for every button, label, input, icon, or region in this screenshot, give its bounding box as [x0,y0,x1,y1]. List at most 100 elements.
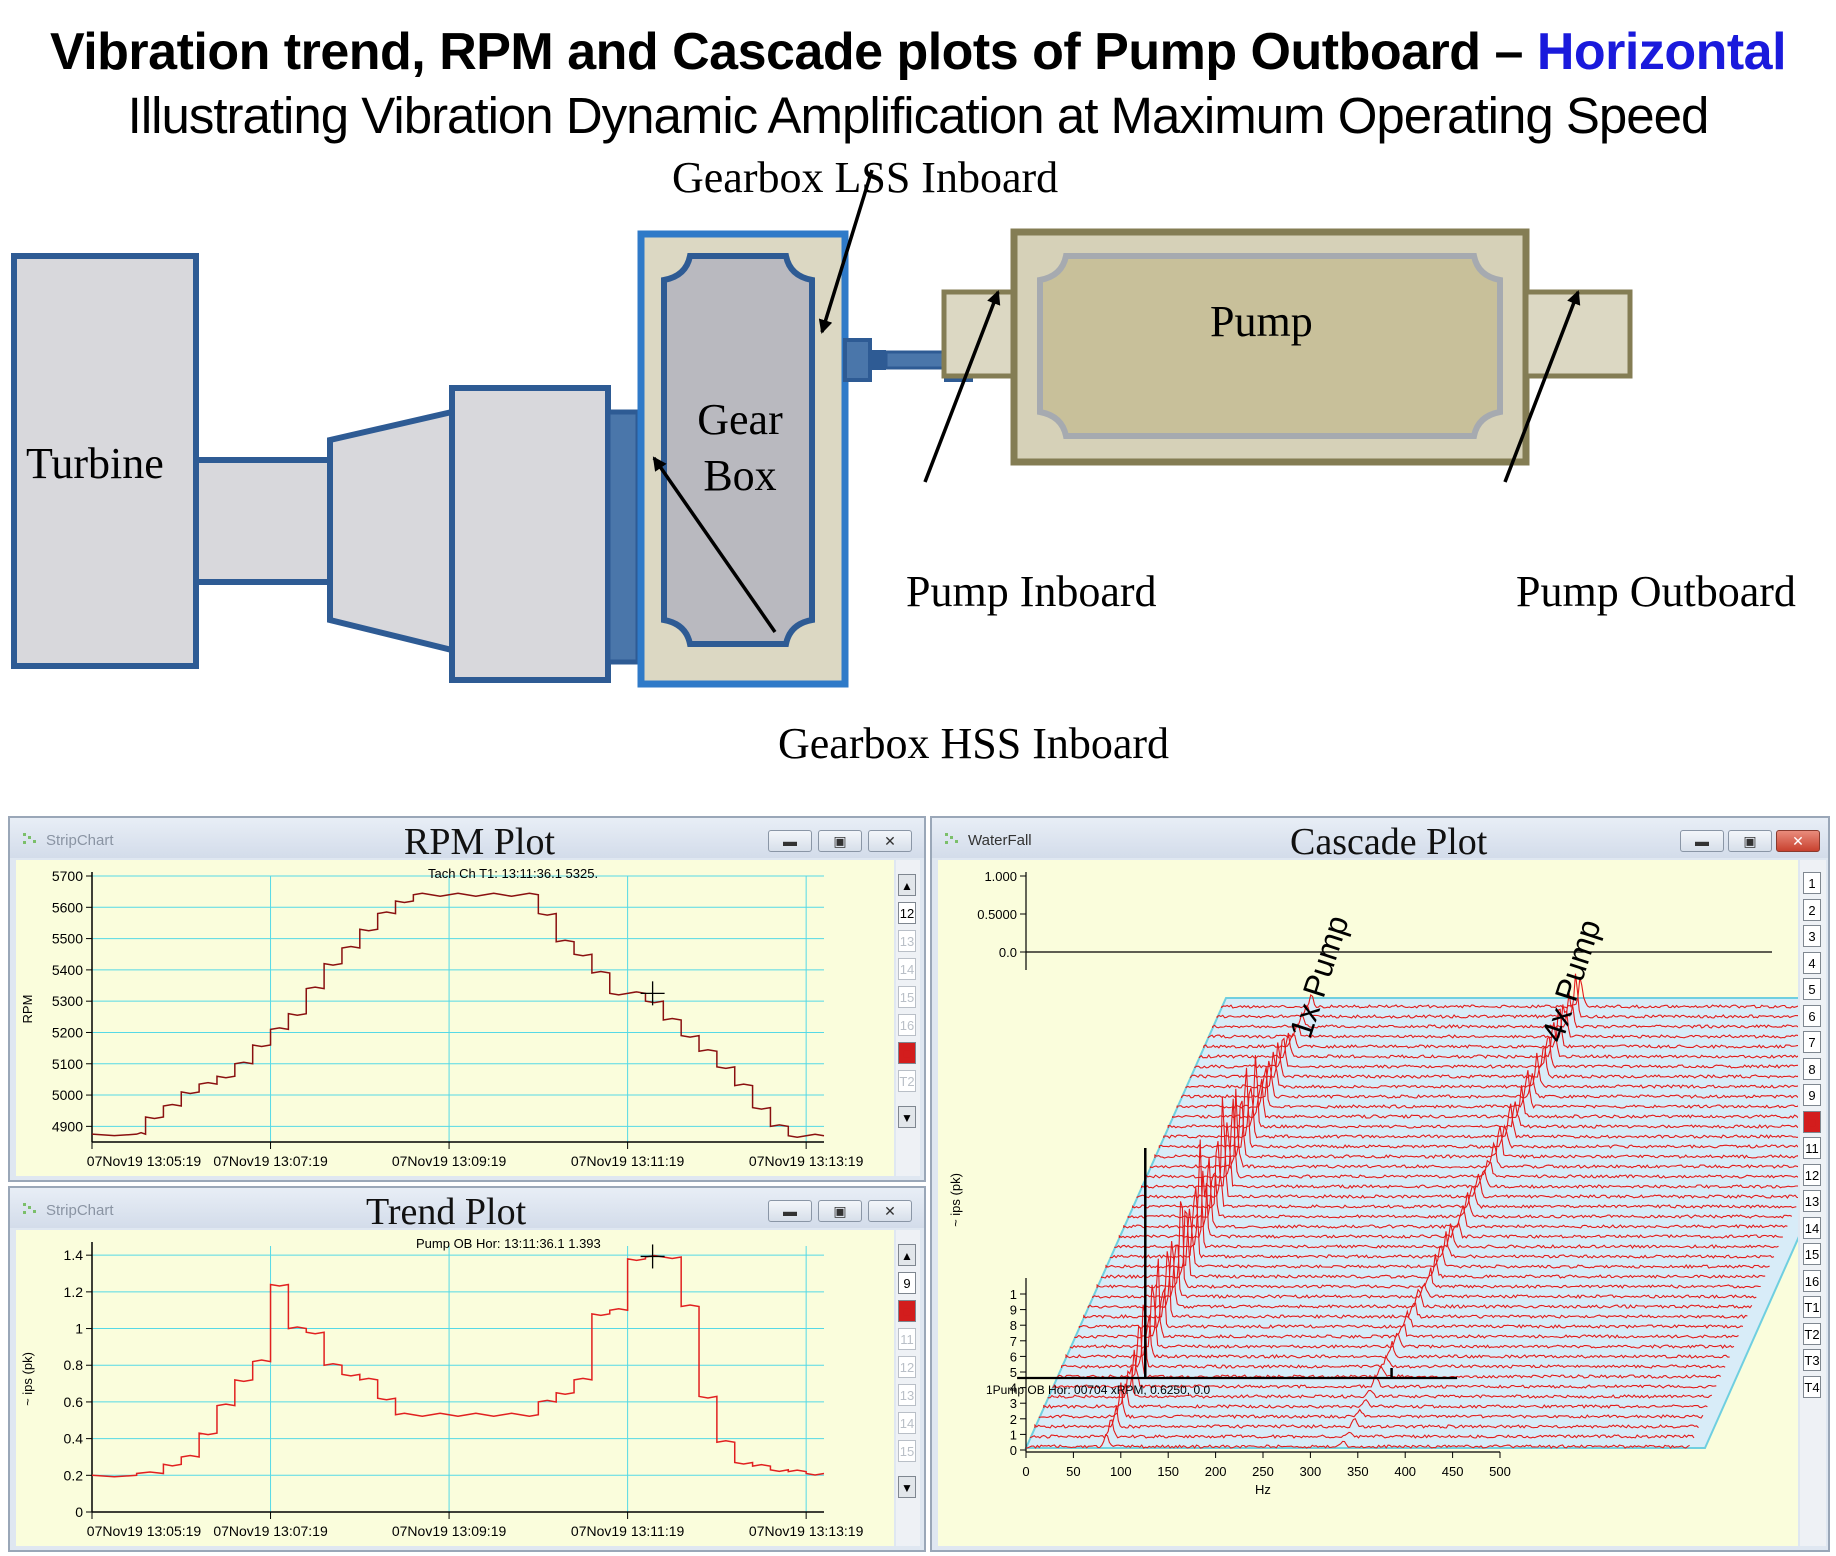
y-tick-label: 5100 [52,1056,83,1072]
cascade-channel-button-2[interactable]: 2 [1803,898,1821,921]
y-tick-label: 0.6 [64,1394,84,1410]
rpm-close-button[interactable]: ✕ [868,830,912,852]
cascade-slice [1065,1314,1730,1360]
cascade-slice [1189,1042,1836,1079]
rpm-scroll-up-button[interactable]: ▲ [898,874,916,896]
cascade-x-tick-label: 350 [1347,1464,1369,1479]
trend-channel-button-14[interactable]: 14 [898,1412,916,1434]
trend-channel-button-15[interactable]: 15 [898,1440,916,1462]
trend-maximize-button[interactable]: ▣ [818,1200,862,1222]
cascade-minimize-button[interactable]: ▬ [1680,830,1724,852]
cascade-channel-button-T3[interactable]: T3 [1803,1349,1821,1371]
cascade-slice [1185,1051,1836,1089]
cascade-slice [1118,1170,1783,1239]
depth-tick-label: 8 [1010,1318,1017,1333]
arrow-hss [652,456,777,633]
cascade-waterfall-window[interactable]: WaterFall Cascade Plot ▬ ▣ ✕ 1.000 0.5000… [930,816,1836,1552]
trend-titlebar[interactable]: StripChart Trend Plot ▬ ▣ ✕ [10,1188,924,1233]
trend-channel-button-13[interactable]: 13 [898,1384,916,1406]
trend-minimize-button[interactable]: ▬ [768,1200,812,1222]
rpm-channel-button-15[interactable]: 15 [898,986,916,1008]
cascade-channel-button-1[interactable]: 1 [1803,872,1821,894]
rpm-channel-button-12[interactable]: 12 [898,902,916,924]
rpm-maximize-button[interactable]: ▣ [818,830,862,852]
cascade-x-tick-label: 450 [1442,1464,1464,1479]
trend-stripchart-window[interactable]: StripChart Trend Plot ▬ ▣ ✕ 07Nov19 13:0… [8,1186,926,1552]
cascade-slice [1181,1060,1836,1099]
depth-tick-label: 6 [1010,1349,1017,1364]
cascade-channel-button-12[interactable]: 12 [1803,1163,1821,1186]
depth-tick-label: 7 [1010,1334,1017,1349]
cascade-titlebar[interactable]: WaterFall Cascade Plot ▬ ▣ ✕ [932,818,1828,863]
cascade-channel-button-13[interactable]: 13 [1803,1190,1821,1212]
y-tick-label: 1 [75,1321,83,1337]
trend-plot-title: Trend Plot [366,1191,527,1233]
depth-tick-label: 9 [1010,1303,1017,1318]
depth-tick-label: 1 [1010,1427,1017,1442]
rpm-titlebar[interactable]: StripChart RPM Plot ▬ ▣ ✕ [10,818,924,863]
rpm-scroll-down-button[interactable]: ▼ [898,1106,916,1128]
cascade-channel-button-7[interactable]: 7 [1803,1031,1821,1053]
cascade-channel-button-3[interactable]: 3 [1803,925,1821,947]
cascade-x-tick-label: 50 [1066,1464,1080,1479]
cascade-channel-button-active[interactable]: ■ [1803,1110,1821,1133]
rpm-channel-button-16[interactable]: 16 [898,1014,916,1036]
cascade-x-tick-label: 300 [1300,1464,1322,1479]
cascade-slice [1034,1405,1699,1429]
cascade-channel-button-4[interactable]: 4 [1803,951,1821,974]
depth-tick-label: 2 [1010,1412,1017,1427]
y-tick-label: 4900 [52,1118,83,1134]
depth-tick-label: 5 [1010,1365,1017,1380]
cascade-app-title: WaterFall [968,832,1032,849]
cascade-channel-button-9[interactable]: 9 [1803,1084,1821,1106]
rpm-channel-button-14[interactable]: 14 [898,958,916,980]
trend-plot-area[interactable]: 07Nov19 13:05:19 07Nov19 13:07:19 07Nov19 … [16,1230,894,1546]
trend-channel-button-9[interactable]: 9 [898,1272,916,1294]
trend-channel-button-active[interactable]: ■ [898,1300,916,1322]
cascade-slice [1127,1171,1793,1219]
x-tick-label: 07Nov19 13:13:19 [749,1153,864,1169]
cascade-readout: 1Pump OB Hor: 00704 xRPM, 0.6250, 0.0 [986,1383,1210,1397]
trend-channel-button-12[interactable]: 12 [898,1356,916,1378]
arrow-pump-inboard [923,290,1001,483]
cascade-channel-button-16[interactable]: 16 [1803,1269,1821,1292]
x-tick-label: 07Nov19 13:05:19 [87,1523,202,1539]
depth-tick-label: 1 [1010,1287,1017,1302]
trend-scroll-up-button[interactable]: ▲ [898,1244,916,1266]
cascade-x-tick-label: 200 [1205,1464,1227,1479]
gearbox-lss-inboard-label: Gearbox LSS Inboard [672,153,1059,202]
rpm-minimize-button[interactable]: ▬ [768,830,812,852]
trend-scroll-down-button[interactable]: ▼ [898,1476,916,1498]
trend-close-button[interactable]: ✕ [868,1200,912,1222]
y-tick-label: 5600 [52,899,83,915]
amplitude-tick-label: 0.5000 [977,907,1017,922]
cascade-maximize-button[interactable]: ▣ [1728,830,1772,852]
cascade-slice [1212,992,1836,1029]
cascade-plot-area[interactable]: 1.000 0.5000 0.0 ~ ips (pk) 1 9 8 7 6 5 4 3 2 1 0 1Pump… [938,860,1836,1546]
cascade-channel-button-6[interactable]: 6 [1803,1004,1821,1027]
cascade-channel-button-14[interactable]: 14 [1803,1216,1821,1239]
cascade-x-axis-label: Hz [1255,1482,1271,1497]
cascade-plot-title: Cascade Plot [1290,821,1488,863]
rpm-stripchart-window[interactable]: StripChart RPM Plot ▬ ▣ ✕ 07Nov19 13:05:… [8,816,926,1182]
cascade-slice [1154,1100,1819,1159]
cascade-x-tick-label: 400 [1394,1464,1416,1479]
cascade-channel-button-T2[interactable]: T2 [1803,1322,1821,1345]
cascade-channel-button-T1[interactable]: T1 [1803,1296,1821,1318]
coupling-housing [449,385,611,683]
rpm-channel-button-active[interactable]: ■ [898,1042,916,1064]
rpm-channel-button-T2[interactable]: T2 [898,1070,916,1092]
cascade-slice [1096,1201,1761,1289]
cascade-slice [1087,1241,1753,1309]
cascade-channel-button-11[interactable]: 11 [1803,1137,1821,1159]
rpm-plot-area[interactable]: 07Nov19 13:05:19 07Nov19 13:07:19 07Nov19 … [16,860,894,1176]
depth-tick-label: 3 [1010,1396,1017,1411]
trend-channel-button-11[interactable]: 11 [898,1328,916,1350]
cascade-channel-button-15[interactable]: 15 [1803,1243,1821,1265]
rpm-channel-button-13[interactable]: 13 [898,930,916,952]
cascade-channel-button-T4[interactable]: T4 [1803,1375,1821,1398]
cascade-channel-button-8[interactable]: 8 [1803,1057,1821,1080]
cascade-channel-button-5[interactable]: 5 [1803,978,1821,1000]
cascade-close-button[interactable]: ✕ [1776,830,1820,852]
